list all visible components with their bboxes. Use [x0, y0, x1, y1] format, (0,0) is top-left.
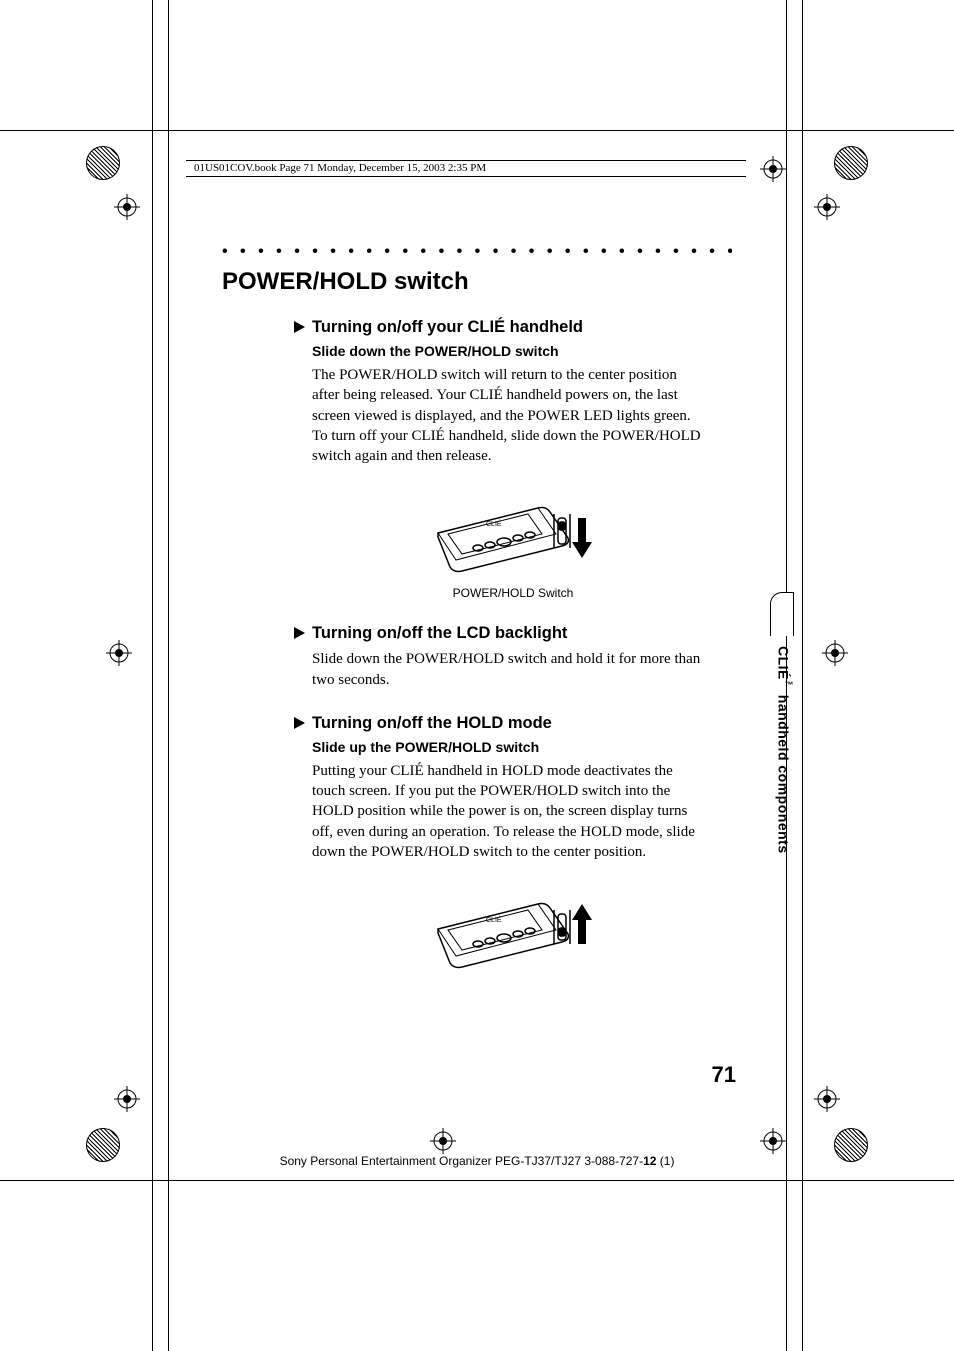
registration-mark-icon: [814, 194, 840, 220]
device-figure: CLIÉ POWER/HOLD Switch: [294, 478, 732, 600]
svg-text:CLIÉ: CLIÉ: [486, 519, 502, 528]
registration-mark-icon: [430, 1128, 456, 1154]
chapter-tab-label: CLIÉ™ handheld components: [770, 646, 794, 854]
crop-line: [0, 130, 954, 131]
device-figure: CLIÉ: [294, 874, 732, 974]
footer-bold: 12: [643, 1154, 656, 1168]
crop-line: [152, 0, 153, 1351]
page-number: 71: [712, 1062, 736, 1088]
section-heading: Turning on/off your CLIÉ handheld: [294, 318, 732, 337]
crop-hatch-icon: [86, 146, 120, 180]
figure-caption: POWER/HOLD Switch: [294, 586, 732, 600]
footer-prefix: Sony Personal Entertainment Organizer PE…: [280, 1154, 644, 1168]
svg-text:CLIÉ: CLIÉ: [486, 915, 502, 924]
section-body: The POWER/HOLD switch will return to the…: [294, 365, 704, 466]
header-rule-bottom: [186, 176, 746, 177]
section-heading: Turning on/off the HOLD mode: [294, 714, 732, 733]
registration-mark-icon: [114, 1086, 140, 1112]
page-title: POWER/HOLD switch: [222, 268, 732, 296]
header-meta: 01US01COV.book Page 71 Monday, December …: [190, 162, 490, 174]
registration-mark-icon: [106, 640, 132, 666]
registration-mark-icon: [114, 194, 140, 220]
crop-line: [168, 0, 169, 1351]
section-body: Putting your CLIÉ handheld in HOLD mode …: [294, 761, 704, 862]
crop-hatch-icon: [834, 146, 868, 180]
section-heading: Turning on/off the LCD backlight: [294, 624, 732, 643]
footer-suffix: (1): [656, 1154, 674, 1168]
chapter-tab-notch: [770, 592, 794, 636]
registration-mark-icon: [822, 640, 848, 666]
section-subheading: Slide down the POWER/HOLD switch: [294, 343, 732, 359]
registration-mark-icon: [760, 156, 786, 182]
footer-line: Sony Personal Entertainment Organizer PE…: [0, 1154, 954, 1168]
registration-mark-icon: [760, 1128, 786, 1154]
section-body: Slide down the POWER/HOLD switch and hol…: [294, 649, 704, 690]
header-rule-top: [186, 160, 746, 161]
chapter-tab: CLIÉ™ handheld components: [770, 592, 794, 882]
crop-line: [802, 0, 803, 1351]
crop-line: [0, 1180, 954, 1181]
registration-mark-icon: [814, 1086, 840, 1112]
dotted-rule: • • • • • • • • • • • • • • • • • • • • …: [222, 248, 732, 266]
section-subheading: Slide up the POWER/HOLD switch: [294, 739, 732, 755]
